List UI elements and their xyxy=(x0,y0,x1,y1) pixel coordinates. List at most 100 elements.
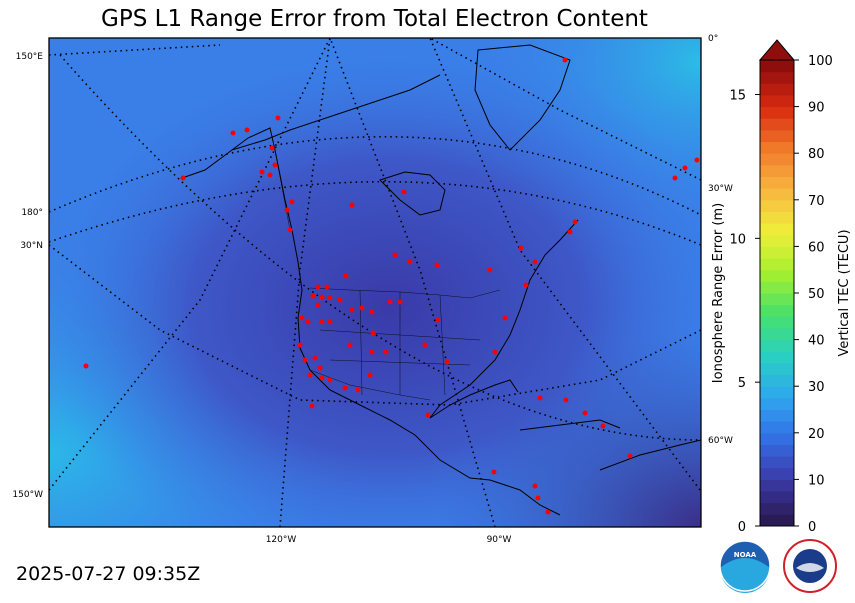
coastlines xyxy=(181,44,701,516)
gps-station-marker xyxy=(572,219,578,225)
colorbar-swatch xyxy=(760,153,794,166)
gps-station-marker xyxy=(319,375,325,381)
gps-station-marker xyxy=(324,284,330,290)
colorbar-swatch xyxy=(760,502,794,515)
gps-station-marker xyxy=(600,423,606,429)
colorbar-swatch xyxy=(760,362,794,376)
colorbar-swatch xyxy=(760,293,794,306)
colorbar-swatches xyxy=(760,60,794,527)
gps-station-marker xyxy=(275,115,281,121)
colorbar-swatch xyxy=(760,374,794,387)
colorbar-swatch xyxy=(760,421,794,434)
gps-station-marker xyxy=(422,342,428,348)
colorbar-swatch xyxy=(760,188,794,201)
lon-label-120w: 120°W xyxy=(266,535,297,545)
agency-logos: NOAA xyxy=(719,539,837,593)
gps-station-marker xyxy=(289,199,295,205)
gps-station-marker xyxy=(269,145,275,151)
colorbar-swatch xyxy=(760,479,794,492)
lat-label-30n: 30°N xyxy=(20,241,43,251)
valid-time: 2025-07-27 09:35Z xyxy=(16,563,201,585)
gps-station-marker xyxy=(244,127,250,133)
gps-station-marker xyxy=(487,267,493,273)
gps-station-marker xyxy=(392,252,398,258)
gps-station-marker xyxy=(367,372,373,378)
gps-station-marker xyxy=(307,372,313,378)
colorbar-swatch xyxy=(760,246,794,259)
gps-station-marker xyxy=(694,157,700,163)
colorbar-extend-arrow xyxy=(758,39,796,61)
colorbar-swatch xyxy=(760,129,794,143)
lon-label-0: 0° xyxy=(708,34,718,44)
gps-station-marker xyxy=(537,395,543,401)
colorbar-swatch xyxy=(760,83,794,96)
gps-station-marker xyxy=(563,397,569,403)
tec-tick-label: 30 xyxy=(808,380,825,395)
gps-station-marker xyxy=(434,262,440,268)
gps-station-marker xyxy=(305,319,311,325)
map-title: GPS L1 Range Error from Total Electron C… xyxy=(101,6,648,32)
gps-station-marker xyxy=(349,202,355,208)
colorbar-swatch xyxy=(760,491,794,504)
gps-station-marker xyxy=(369,349,375,355)
gps-station-marker xyxy=(315,284,321,290)
gps-station-marker xyxy=(315,302,321,308)
gps-station-marker xyxy=(435,317,441,323)
colorbar-swatch xyxy=(760,199,794,212)
gps-station-marker xyxy=(627,453,633,459)
gps-station-marker xyxy=(309,403,315,409)
colorbar-swatch xyxy=(760,258,794,271)
gps-station-marker xyxy=(349,307,355,313)
gps-station-marker xyxy=(310,293,316,299)
gps-station-marker xyxy=(532,259,538,265)
range-error-tick-label: 0 xyxy=(738,520,746,535)
colorbar-swatch xyxy=(760,514,794,527)
gps-station-marker xyxy=(492,349,498,355)
gps-station-marker xyxy=(682,165,688,171)
nws-logo xyxy=(783,539,837,593)
gps-station-marker xyxy=(387,299,393,305)
lon-label-60w: 60°W xyxy=(708,436,733,446)
gps-station-marker xyxy=(272,162,278,168)
gps-station-marker xyxy=(535,495,541,501)
colorbar-swatch xyxy=(760,60,794,73)
colorbar-swatch xyxy=(760,94,794,108)
noaa-logo: NOAA xyxy=(719,540,771,593)
gps-station-marker xyxy=(562,57,568,63)
gps-station-marker xyxy=(672,175,678,181)
range-error-tick-label: 5 xyxy=(738,376,746,391)
gps-station-marker xyxy=(299,315,305,321)
colorbar-swatch xyxy=(760,467,794,480)
colorbar-swatch xyxy=(760,397,794,410)
colorbar-swatch xyxy=(760,304,794,317)
range-error-axis-label: Ionosphere Range Error (m) xyxy=(711,203,726,383)
gps-station-marker xyxy=(355,387,361,393)
gps-station-marker xyxy=(312,355,318,361)
gps-station-marker xyxy=(518,245,524,251)
range-error-tick-label: 10 xyxy=(729,232,746,247)
colorbar-swatch xyxy=(760,141,794,154)
gps-station-marker xyxy=(407,259,413,265)
colorbar-swatch xyxy=(760,164,794,177)
noaa-logo-text: NOAA xyxy=(734,551,757,559)
gps-station-marker xyxy=(319,319,325,325)
gps-station-marker xyxy=(502,315,508,321)
colorbar-swatch xyxy=(760,351,794,364)
borders xyxy=(274,149,501,401)
gps-station-marker xyxy=(284,207,290,213)
station-markers xyxy=(83,57,700,515)
gps-station-marker xyxy=(383,349,389,355)
tec-tick-label: 20 xyxy=(808,427,825,442)
gps-station-marker xyxy=(259,169,265,175)
lon-label-30w: 30°W xyxy=(708,184,733,194)
lon-label-90w: 90°W xyxy=(487,535,512,545)
tec-tick-label: 40 xyxy=(808,334,825,349)
tec-tick-label: 90 xyxy=(808,101,825,116)
gps-station-marker xyxy=(297,342,303,348)
gps-station-marker xyxy=(582,410,588,416)
tec-tick-label: 0 xyxy=(808,520,816,535)
gps-station-marker xyxy=(397,299,403,305)
